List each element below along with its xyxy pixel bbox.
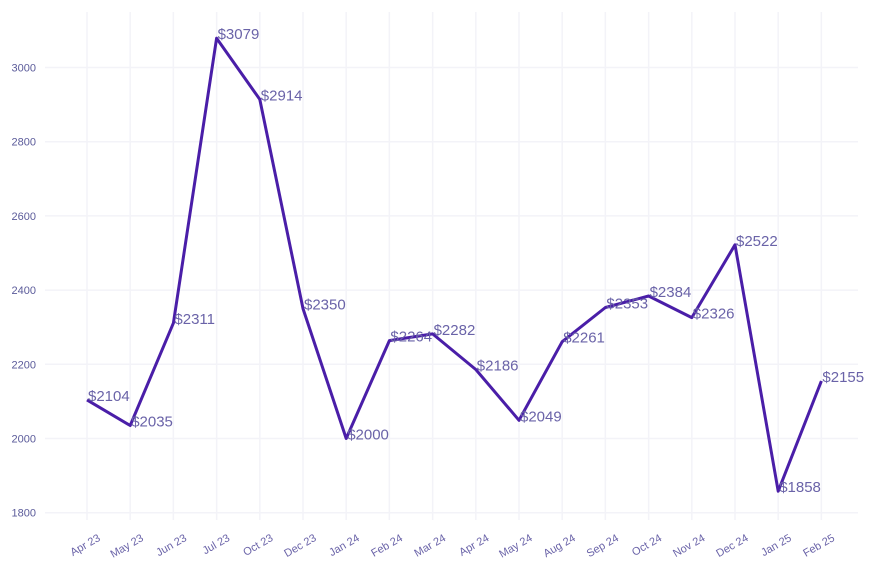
x-tick-label: May 24 [497,532,534,560]
y-tick-label: 2800 [12,137,36,149]
data-label: $2049 [520,408,562,425]
data-label: $2326 [693,306,735,323]
x-tick-label: Jun 23 [154,532,189,559]
x-tick-label: Aug 24 [541,532,577,560]
y-tick-label: 3000 [12,63,36,75]
data-label: $2264 [390,329,432,346]
data-label: $2914 [261,87,303,104]
y-tick-label: 2200 [12,359,36,371]
grid [45,12,858,520]
x-tick-label: Sep 24 [585,532,621,560]
x-tick-label: Feb 25 [801,532,837,560]
x-tick-label: Apr 24 [457,532,491,559]
x-tick-label: Dec 23 [282,532,318,560]
data-label: $2384 [650,284,692,301]
data-label: $2353 [606,296,648,313]
x-tick-label: Nov 24 [671,532,707,560]
x-tick-label: Oct 24 [630,532,664,559]
series-line [86,36,823,493]
data-label: $2311 [174,311,215,328]
data-label: $2186 [477,357,519,374]
x-tick-label: Apr 23 [68,532,102,559]
x-tick-label: Jan 24 [327,532,362,559]
data-label: $2155 [822,369,864,386]
data-label: $2350 [304,297,346,314]
y-axis: 1800 2000 2200 2400 2600 2800 3000 [12,63,36,520]
y-tick-label: 2600 [12,211,36,223]
data-label: $2261 [563,330,605,347]
x-tick-label: Feb 24 [369,532,405,560]
x-tick-label: Oct 23 [241,532,275,559]
x-tick-label: Jul 23 [201,532,232,557]
data-label: $2035 [131,414,173,431]
data-label: $2522 [736,233,778,250]
data-label: $1858 [779,479,821,496]
x-axis: Apr 23 May 23 Jun 23 Jul 23 Oct 23 Dec 23 Jan … [68,532,836,560]
data-label: $2282 [434,322,476,339]
y-tick-label: 1800 [12,508,36,520]
x-tick-label: Dec 24 [714,532,750,560]
data-label: $2000 [347,427,389,444]
data-label: $2104 [88,388,130,405]
data-labels: $2104$2035 $2311 $3079 $2914 $2350 $2000 $2264… [88,26,864,496]
data-label: $3079 [218,26,260,43]
x-tick-label: Jan 25 [759,532,794,559]
y-tick-label: 2400 [12,285,36,297]
y-tick-label: 2000 [12,434,36,446]
x-tick-label: May 23 [108,532,145,560]
x-tick-label: Mar 24 [412,532,448,560]
